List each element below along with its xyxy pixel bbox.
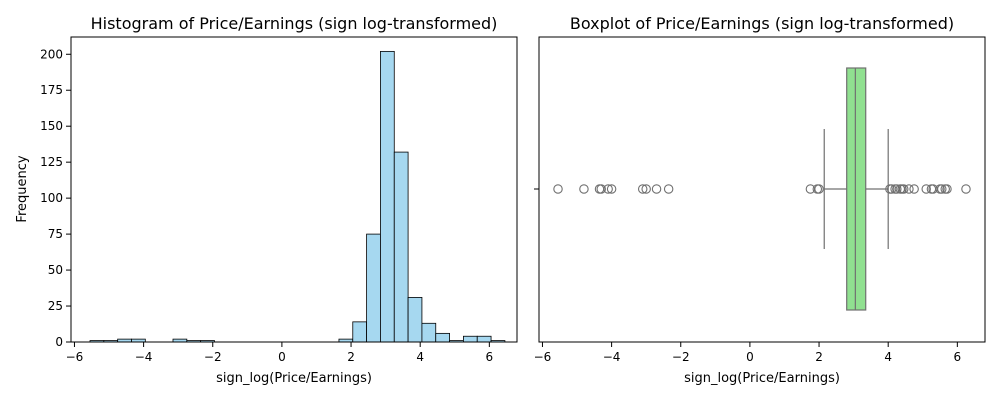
boxplot-outlier [892, 184, 902, 194]
histogram-x-tick-label: 0 [278, 350, 286, 364]
histogram-bar [407, 297, 423, 343]
histogram-bar [380, 50, 395, 343]
boxplot-outlier [921, 184, 931, 194]
histogram-y-tick-label: 150 [40, 119, 63, 133]
boxplot-outlier [596, 184, 606, 194]
histogram-x-tick-label: −6 [66, 350, 84, 364]
boxplot-outlier [637, 184, 648, 194]
boxplot-outlier [553, 184, 563, 194]
boxplot-x-tick-label: 4 [884, 350, 892, 364]
histogram-x-tick-label: 2 [347, 350, 355, 364]
histogram-y-axis-label: Frequency [15, 155, 30, 222]
boxplot-outlier [942, 184, 952, 194]
boxplot-outlier [606, 184, 617, 194]
boxplot-outlier [579, 184, 589, 194]
boxplot-x-tick-label: −4 [603, 350, 621, 364]
histogram-bar [435, 332, 450, 343]
histogram-bar [393, 151, 409, 343]
histogram-x-tick-label: 6 [486, 350, 494, 364]
boxplot-x-tick-label: −2 [672, 350, 690, 364]
histogram-y-tick-label: 0 [55, 335, 63, 349]
histogram-bar [352, 321, 368, 343]
histogram-x-ticks: −6 −4 −2 0 2 4 6 [66, 342, 494, 364]
boxplot-x-tick-label: 2 [815, 350, 823, 364]
boxplot-x-ticks: −6 −4 −2 0 2 4 6 [534, 342, 962, 364]
boxplot-panel: Boxplot of Price/Earnings (sign log-tran… [534, 14, 986, 386]
boxplot-outlier [899, 184, 909, 194]
histogram-x-tick-label: −2 [204, 350, 222, 364]
boxplot-x-tick-label: 0 [746, 350, 754, 364]
histogram-bar [463, 335, 478, 343]
histogram-y-tick-label: 25 [48, 299, 63, 313]
boxplot-box [846, 67, 867, 311]
boxplot-x-tick-label: −6 [534, 350, 552, 364]
histogram-x-tick-label: −4 [135, 350, 153, 364]
histogram-bars [89, 50, 506, 343]
boxplot-outlier [641, 184, 651, 194]
boxplot-outlier [603, 184, 613, 194]
boxplot-outlier [814, 184, 824, 194]
histogram-y-tick-label: 50 [48, 263, 63, 277]
boxplot-marks [553, 67, 971, 311]
boxplot-outlier [937, 184, 947, 194]
histogram-x-tick-label: 4 [416, 350, 424, 364]
boxplot-x-axis-label: sign_log(Price/Earnings) [684, 371, 840, 386]
boxplot-outlier [651, 184, 662, 194]
boxplot-outlier [961, 184, 971, 194]
histogram-title: Histogram of Price/Earnings (sign log-tr… [91, 14, 498, 33]
boxplot-title: Boxplot of Price/Earnings (sign log-tran… [570, 14, 954, 33]
boxplot-outlier [663, 184, 674, 194]
boxplot-outlier [904, 184, 914, 194]
histogram-y-tick-label: 125 [40, 155, 63, 169]
histogram-y-tick-label: 100 [40, 191, 63, 205]
histogram-y-tick-label: 75 [48, 227, 63, 241]
boxplot-outlier [909, 184, 919, 194]
histogram-x-axis-label: sign_log(Price/Earnings) [216, 371, 372, 386]
boxplot-x-tick-label: 6 [954, 350, 962, 364]
histogram-axes-frame [70, 36, 518, 343]
histogram-y-ticks: 0 25 50 75 100 125 150 175 200 [40, 47, 71, 349]
histogram-bar [476, 335, 492, 343]
histogram-y-tick-label: 175 [40, 83, 63, 97]
histogram-bar [421, 322, 437, 343]
histogram-bar [366, 233, 381, 343]
histogram-y-tick-label: 200 [40, 47, 63, 61]
histogram-panel: Histogram of Price/Earnings (sign log-tr… [15, 14, 518, 386]
